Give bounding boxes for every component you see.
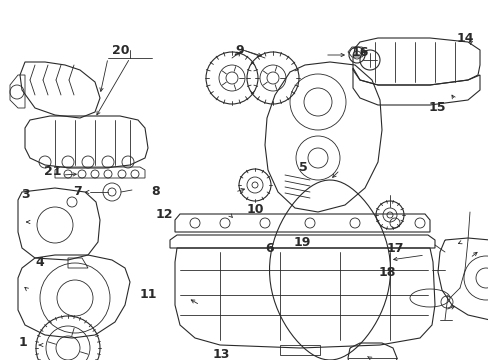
Text: 9: 9: [235, 44, 244, 57]
Text: 6: 6: [265, 242, 274, 255]
Text: 21: 21: [44, 166, 61, 179]
Text: 10: 10: [246, 203, 263, 216]
Text: 13: 13: [212, 348, 229, 360]
Text: 3: 3: [20, 189, 29, 202]
Text: 18: 18: [378, 265, 395, 279]
Text: 12: 12: [155, 208, 172, 221]
Text: 16: 16: [350, 45, 368, 58]
Text: 17: 17: [386, 242, 403, 255]
Text: 7: 7: [73, 185, 81, 198]
Text: 5: 5: [298, 162, 307, 175]
Text: 4: 4: [36, 256, 44, 269]
Text: 1: 1: [19, 336, 27, 348]
Text: 14: 14: [455, 31, 473, 45]
Text: 19: 19: [293, 235, 310, 248]
Text: 11: 11: [139, 288, 157, 301]
Text: 15: 15: [427, 102, 445, 114]
Text: 20: 20: [112, 44, 129, 57]
Text: 8: 8: [151, 185, 160, 198]
